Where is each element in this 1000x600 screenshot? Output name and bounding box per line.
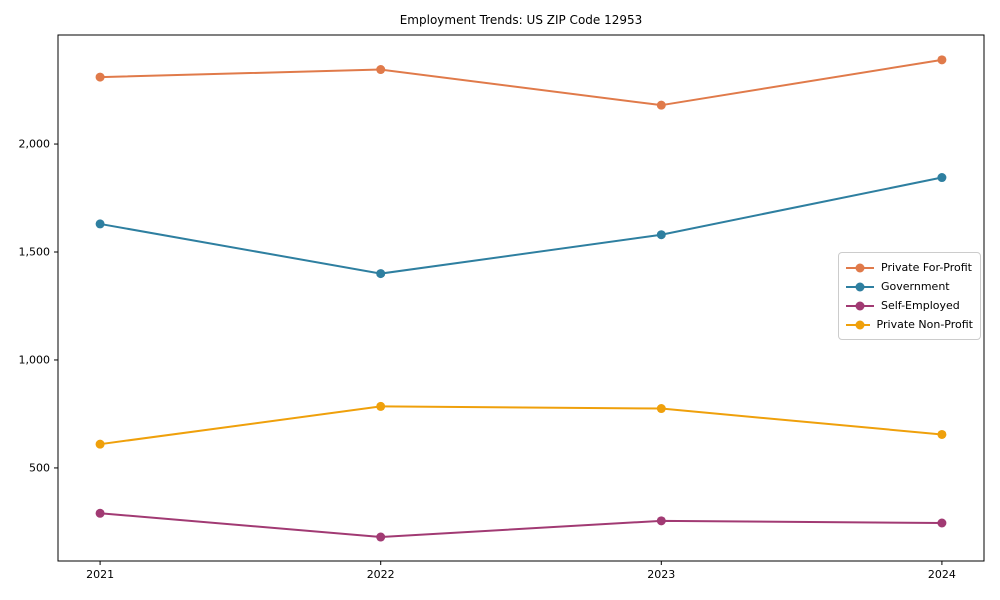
data-point-private-non-profit-2023 <box>656 404 666 414</box>
series-line-government <box>99 176 943 275</box>
legend-line-marker-icon <box>846 301 874 310</box>
legend-line-marker-icon <box>846 320 870 329</box>
legend-label: Self-Employed <box>881 299 960 312</box>
legend: Private For-Profit Government Self-Employe… <box>838 252 981 340</box>
legend-label: Private Non-Profit <box>876 318 973 331</box>
data-point-government-2022 <box>376 269 386 279</box>
data-point-government-2023 <box>656 230 666 240</box>
chart-title: Employment Trends: US ZIP Code 12953 <box>399 13 643 27</box>
series-line-self-employed <box>100 512 942 539</box>
x-tick-label: 2021 <box>86 568 114 581</box>
data-point-private-for-profit-2024 <box>937 55 947 65</box>
data-point-government-2021 <box>95 219 105 229</box>
y-tick-label: 1,500 <box>19 246 51 259</box>
legend-item-government: Government <box>846 280 973 293</box>
data-point-private-for-profit-2023 <box>656 100 666 110</box>
legend-dot <box>855 263 865 272</box>
data-point-private-non-profit-2022 <box>376 401 386 411</box>
y-tick-label: 1,000 <box>19 353 51 366</box>
data-point-private-for-profit-2021 <box>95 72 105 82</box>
legend-dot <box>855 301 865 310</box>
legend-line-marker-icon <box>846 282 874 291</box>
legend-line-marker-icon <box>846 263 874 272</box>
x-tick-label: 2022 <box>367 568 395 581</box>
data-point-self-employed-2023 <box>656 516 666 526</box>
series-line-private-non-profit <box>99 405 943 446</box>
legend-label: Private For-Profit <box>881 261 972 274</box>
data-point-self-employed-2021 <box>95 508 105 518</box>
data-point-private-non-profit-2024 <box>937 429 947 439</box>
legend-dot <box>855 320 865 329</box>
legend-item-private-non-profit: Private Non-Profit <box>846 318 973 331</box>
data-point-private-non-profit-2021 <box>95 439 105 449</box>
series-line-private-for-profit <box>100 58 943 107</box>
data-point-government-2024 <box>937 173 947 183</box>
data-point-self-employed-2022 <box>376 532 386 542</box>
x-tick-label: 2024 <box>928 568 956 581</box>
legend-label: Government <box>881 280 950 293</box>
legend-item-private-for-profit: Private For-Profit <box>846 261 973 274</box>
y-tick-label: 2,000 <box>19 138 51 151</box>
legend-dot <box>855 282 865 291</box>
data-point-private-for-profit-2022 <box>376 65 386 75</box>
axes-frame <box>57 34 985 562</box>
y-tick-label: 500 <box>29 461 50 474</box>
data-point-self-employed-2024 <box>937 518 947 528</box>
legend-item-self-employed: Self-Employed <box>846 299 973 312</box>
x-tick-label: 2023 <box>647 568 675 581</box>
